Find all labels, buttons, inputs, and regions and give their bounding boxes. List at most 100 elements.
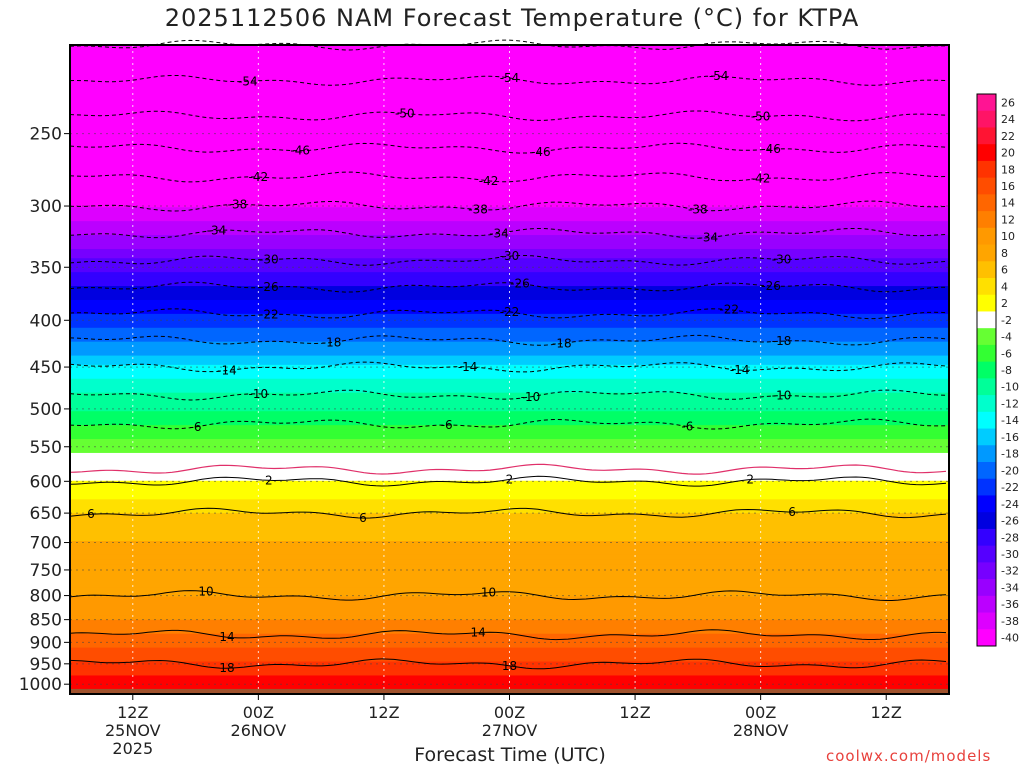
colorbar-swatch xyxy=(977,495,996,513)
colorbar-swatch xyxy=(977,545,996,563)
temperature-band xyxy=(70,448,949,454)
temperature-band xyxy=(70,369,949,375)
colorbar-swatch xyxy=(977,227,996,245)
contour-label: -38 xyxy=(688,203,708,217)
contour-label: 6 xyxy=(359,511,367,525)
temperature-band xyxy=(70,156,949,162)
temperature-band xyxy=(70,323,949,329)
contour-label: -10 xyxy=(772,389,792,403)
contour-label: -46 xyxy=(531,145,551,159)
temperature-band xyxy=(70,536,949,542)
x-tick-label: 25NOV xyxy=(105,721,161,740)
x-tick-label: 00Z xyxy=(745,703,776,722)
colorbar-legend: 26 24 22 20 18 16 14 12 10 8 6 4 2 -2 -4 -6 -8 -10 -12 -14 -… xyxy=(976,93,1019,647)
colorbar-swatch xyxy=(977,160,996,179)
y-tick-label: 750 xyxy=(30,561,62,581)
temperature-band xyxy=(70,341,949,347)
colorbar-swatch xyxy=(977,428,996,446)
colorbar-swatch xyxy=(977,110,996,128)
contour-label: -46 xyxy=(290,144,310,158)
contour-label: -50 xyxy=(395,107,415,121)
y-tick-label: 650 xyxy=(30,504,62,524)
temperature-band xyxy=(70,286,949,292)
temperature-band xyxy=(70,230,949,236)
x-axis-label: Forecast Time (UTC) xyxy=(414,744,606,766)
colorbar-label: 4 xyxy=(1001,280,1008,293)
contour-label: -50 xyxy=(751,110,771,124)
colorbar-label: 14 xyxy=(1001,197,1015,210)
colorbar-swatch xyxy=(977,144,996,162)
temperature-band xyxy=(70,629,949,635)
temperature-band xyxy=(70,304,949,310)
temperature-band xyxy=(70,225,949,232)
temperature-band xyxy=(70,462,949,468)
colorbar-label: 10 xyxy=(1001,230,1015,243)
temperature-band xyxy=(70,86,949,92)
contour-label: -10 xyxy=(521,390,541,404)
temperature-band xyxy=(70,262,949,269)
temperature-band xyxy=(70,119,949,125)
temperature-band xyxy=(70,564,949,570)
contour-label: -34 xyxy=(699,231,719,245)
temperature-band xyxy=(70,100,949,106)
colorbar-swatch xyxy=(977,127,996,145)
temperature-band xyxy=(70,554,949,561)
contour-line xyxy=(69,629,947,641)
contour-label: 18 xyxy=(219,661,234,675)
contour-label: -6 xyxy=(190,420,202,434)
colorbar-label: 12 xyxy=(1001,213,1015,226)
y-tick-label: 400 xyxy=(30,311,62,331)
temperature-band xyxy=(70,244,949,250)
temperature-band xyxy=(70,128,949,134)
colorbar-frame xyxy=(976,93,997,647)
colorbar-swatch xyxy=(977,612,996,630)
temperature-band xyxy=(70,388,949,394)
colorbar-swatch xyxy=(977,177,996,195)
contour-label: -6 xyxy=(441,418,453,432)
colorbar-swatch xyxy=(977,512,996,530)
contour-label: -30 xyxy=(500,249,520,263)
y-tick-label: 1000 xyxy=(19,675,62,695)
contour-label: -54 xyxy=(709,69,729,83)
colorbar-swatch xyxy=(977,528,996,547)
colorbar-swatch xyxy=(977,194,996,212)
temperature-band xyxy=(70,615,949,621)
colorbar-label: -32 xyxy=(1001,565,1019,578)
contour-label: -10 xyxy=(249,387,269,401)
contour-label: -14 xyxy=(730,363,750,377)
temperature-band xyxy=(70,471,949,477)
colorbar-label: 26 xyxy=(1001,96,1015,109)
contour-label: -42 xyxy=(249,170,269,184)
source-credit: coolwx.com/models xyxy=(826,747,992,765)
x-tick-label: 27NOV xyxy=(482,721,538,740)
temperature-band xyxy=(70,401,949,408)
colorbar-swatch xyxy=(977,344,996,363)
contour-label: -38 xyxy=(468,203,488,217)
temperature-band xyxy=(70,137,949,143)
temperature-band xyxy=(70,105,949,111)
temperature-band xyxy=(70,77,949,83)
temperature-band xyxy=(70,508,949,514)
temperature-band xyxy=(70,452,949,459)
colorbar-swatch xyxy=(977,411,996,429)
temperature-band xyxy=(70,434,949,440)
contour-label: 2 xyxy=(506,472,514,486)
contour-label: 6 xyxy=(87,507,95,521)
colorbar-label: 18 xyxy=(1001,163,1015,176)
temperature-band xyxy=(70,360,949,366)
colorbar-swatch xyxy=(977,595,996,613)
contour-label: -18 xyxy=(772,334,792,348)
temperature-band xyxy=(70,350,949,357)
colorbar-swatch xyxy=(977,395,996,413)
temperature-band xyxy=(70,146,949,153)
contour-label: -34 xyxy=(207,223,227,237)
colorbar-label: -24 xyxy=(1001,498,1019,511)
temperature-band xyxy=(70,573,949,579)
colorbar-label: -4 xyxy=(1001,331,1012,344)
contour-label: -26 xyxy=(510,276,530,290)
y-tick-label: 300 xyxy=(30,197,62,217)
temperature-band xyxy=(70,568,949,575)
y-tick-label: 550 xyxy=(30,438,62,458)
temperature-band xyxy=(70,550,949,556)
